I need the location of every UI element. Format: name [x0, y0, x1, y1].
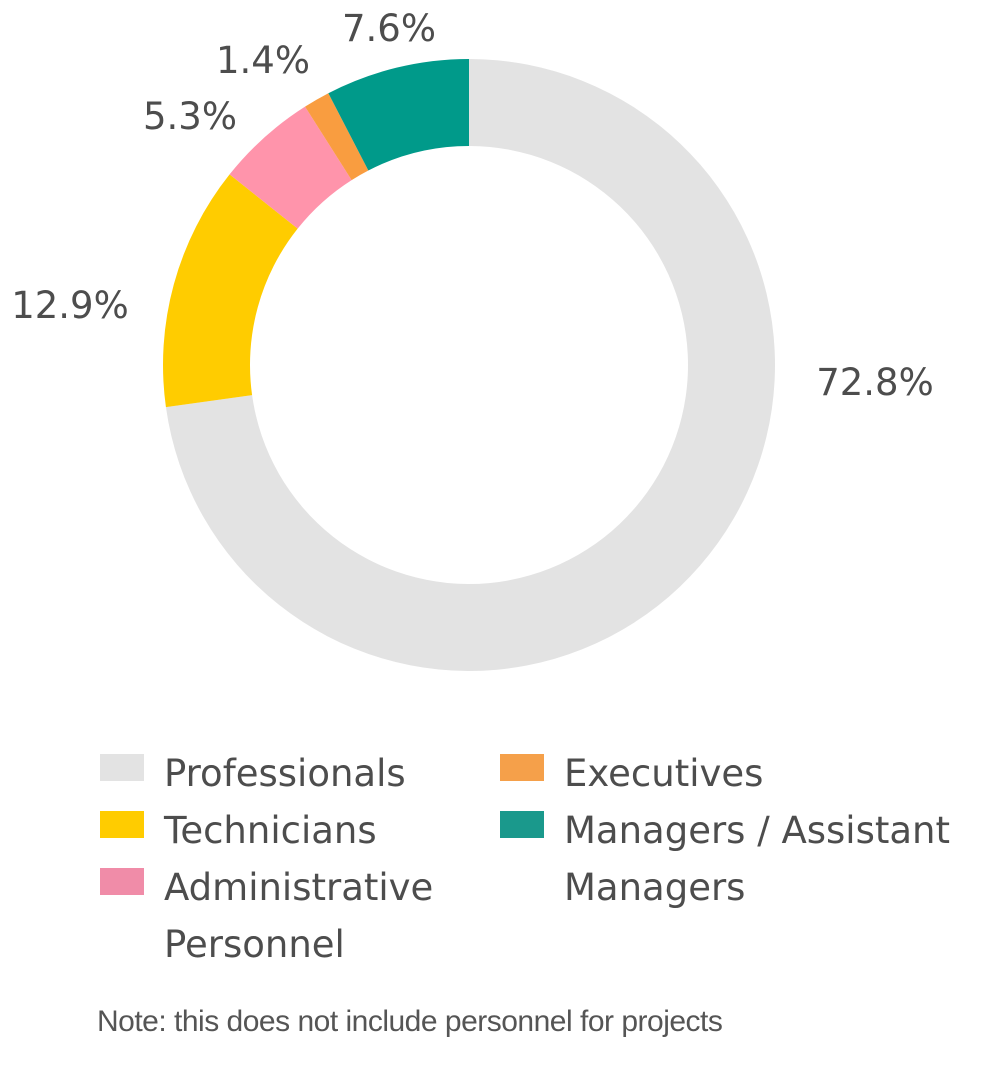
legend-item-managers: Managers / Assistant Managers: [500, 802, 964, 916]
legend-item-administrative-personnel: Administrative Personnel: [100, 859, 464, 973]
legend-item-technicians: Technicians: [100, 802, 464, 859]
value-label-technicians: 12.9%: [11, 284, 129, 327]
legend-swatch-executives: [500, 754, 544, 781]
value-label-executives: 1.4%: [216, 39, 310, 82]
legend-swatch-managers: [500, 811, 544, 838]
value-label-administrative-personnel: 5.3%: [143, 95, 237, 138]
slice-managers-assistant-managers: [328, 58, 469, 171]
legend-label-professionals: Professionals: [164, 752, 406, 795]
slice-administrative-personnel: [229, 106, 352, 229]
legend-label-administrative-personnel: Administrative Personnel: [164, 866, 434, 966]
slice-technicians: [163, 174, 298, 408]
legend-label-technicians: Technicians: [164, 809, 377, 852]
legend-label-executives: Executives: [564, 752, 764, 795]
legend-label-managers: Managers / Assistant Managers: [564, 809, 951, 909]
legend-swatch-administrative-personnel: [100, 868, 144, 895]
donut-chart: 72.8% 12.9% 5.3% 1.4% 7.6%: [11, 7, 934, 671]
legend-item-professionals: Professionals: [100, 745, 464, 802]
value-label-professionals: 72.8%: [816, 361, 934, 404]
footnote: Note: this does not include personnel fo…: [97, 1005, 723, 1038]
legend-swatch-technicians: [100, 811, 144, 838]
slice-executives: [305, 93, 369, 181]
legend-item-executives: Executives: [500, 745, 964, 802]
legend-swatch-professionals: [100, 754, 144, 781]
value-label-managers-assistant-managers: 7.6%: [342, 7, 436, 50]
